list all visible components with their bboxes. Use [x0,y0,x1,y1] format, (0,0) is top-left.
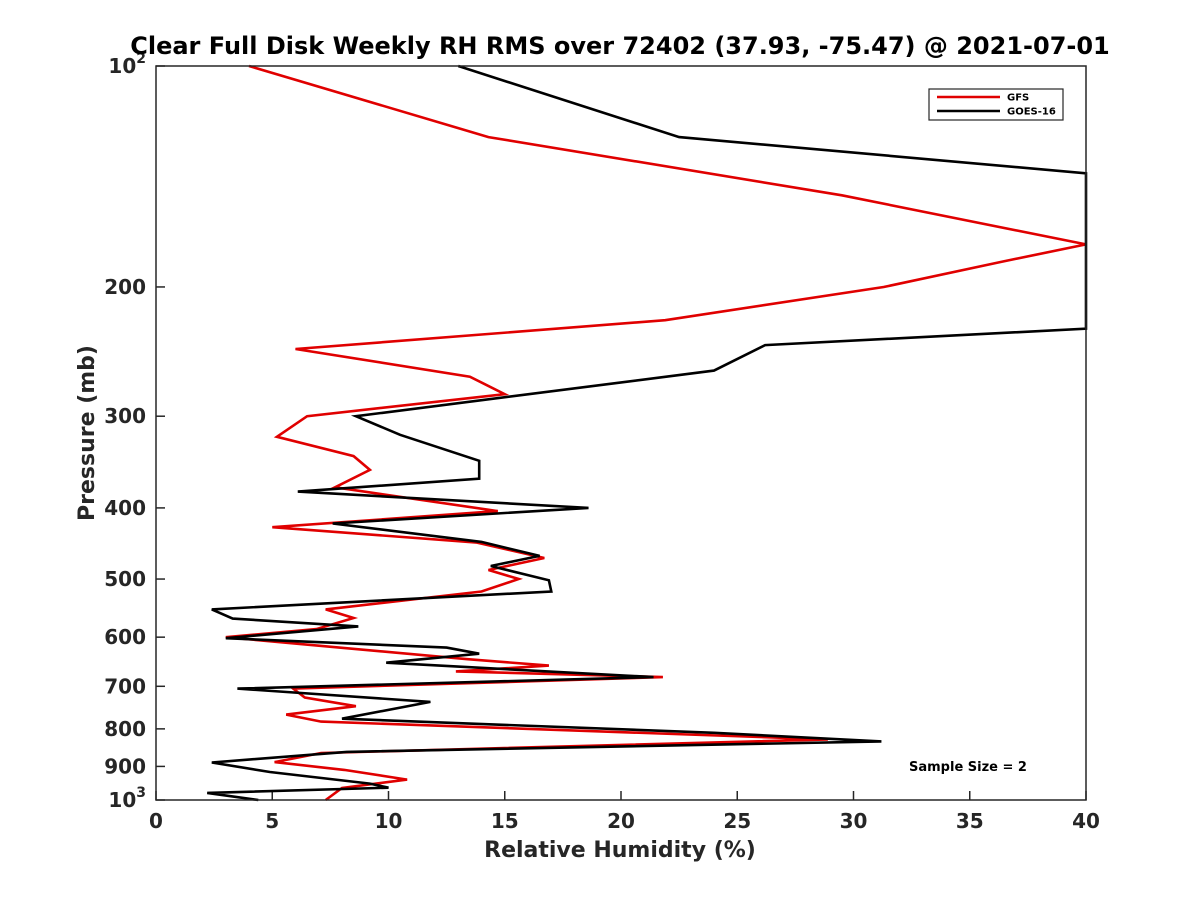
plot-frame [155,65,1087,801]
x-axis-label: Relative Humidity (%) [484,838,756,863]
x-tick-label: 25 [723,809,751,833]
x-tick-label: 0 [149,809,163,833]
y-tick-label: 600 [104,625,146,649]
y-tick-label: 500 [104,567,146,591]
sample-size-annotation: Sample Size = 2 [909,760,1027,775]
series-line-goes-16 [207,64,1088,802]
x-tick-label: 35 [956,809,984,833]
series-layer [207,64,1088,802]
x-tick-label: 20 [607,809,635,833]
x-tick-label: 5 [265,809,279,833]
y-tick-label: 103 [108,785,146,812]
x-axis: 0 5 10 15 20 25 30 35 40 [149,791,1100,833]
x-tick-label: 10 [375,809,403,833]
x-tick-label: 30 [840,809,868,833]
chart-title: Clear Full Disk Weekly RH RMS over 72402… [130,32,1110,60]
y-tick-label: 800 [104,717,146,741]
series-line-gfs [225,64,1087,802]
y-tick-label: 700 [104,674,146,698]
x-tick-label: 40 [1072,809,1100,833]
y-tick-label: 102 [108,51,146,78]
legend: GFS GOES-16 [928,88,1064,121]
legend-label-gfs: GFS [1007,93,1029,104]
y-tick-label: 400 [104,496,146,520]
y-tick-label: 200 [104,275,146,299]
y-axis: 102 200 300 400 500 600 700 800 900 103 [104,51,165,812]
y-tick-label: 300 [104,404,146,428]
x-tick-label: 15 [491,809,519,833]
y-tick-label: 900 [104,754,146,778]
legend-items: GFS GOES-16 [937,93,1056,118]
legend-box [928,88,1064,121]
y-axis-label: Pressure (mb) [75,345,100,521]
legend-label-goes-16: GOES-16 [1007,107,1056,118]
